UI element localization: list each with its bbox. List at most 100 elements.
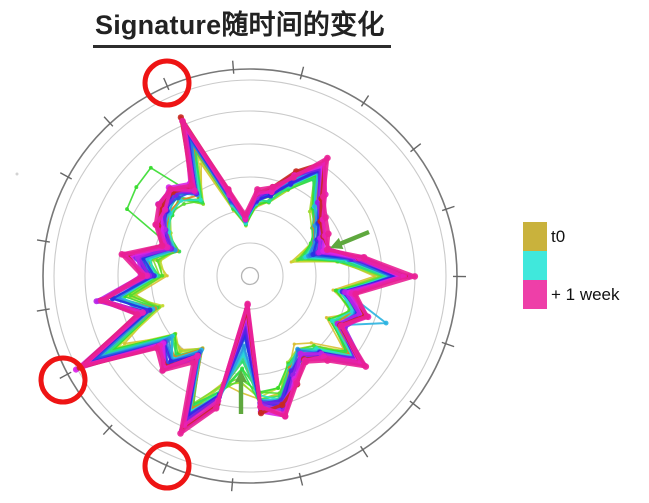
series-marker — [189, 359, 197, 366]
series-marker — [155, 201, 163, 208]
legend-swatch-week — [523, 280, 547, 309]
series-marker — [163, 244, 171, 251]
series-marker — [178, 349, 183, 354]
series-marker — [191, 187, 198, 194]
radar-tick — [36, 239, 50, 243]
series-marker — [161, 206, 169, 213]
radar-center-hole — [240, 266, 260, 286]
radar-tick — [409, 400, 421, 410]
series-marker — [257, 409, 265, 417]
series-marker — [138, 272, 146, 280]
series-marker — [254, 186, 261, 193]
series-marker — [167, 185, 174, 193]
series-marker — [411, 273, 419, 280]
radar-tick — [162, 461, 169, 474]
series-marker — [311, 176, 316, 182]
series-marker — [324, 357, 331, 364]
series-marker — [128, 293, 133, 298]
series-marker — [269, 183, 277, 191]
series-marker — [97, 297, 105, 304]
annotations — [15, 58, 370, 491]
series-marker — [267, 198, 272, 204]
series-marker — [276, 386, 281, 391]
series-marker — [362, 363, 370, 370]
series-marker — [155, 258, 160, 263]
series-marker — [281, 413, 289, 420]
series-marker — [293, 379, 301, 387]
radar-tick — [163, 77, 170, 91]
green-arrow-head — [235, 370, 247, 382]
series-marker — [310, 251, 316, 258]
series-marker — [177, 430, 184, 437]
series-marker — [244, 300, 251, 308]
legend-label-t0: t0 — [551, 226, 566, 246]
series-marker — [290, 174, 297, 181]
stray-dot — [15, 172, 19, 176]
radar-tick — [360, 445, 369, 458]
series-marker — [118, 250, 126, 258]
series-marker — [198, 197, 203, 203]
series-marker — [159, 367, 166, 374]
series-marker — [323, 246, 331, 254]
series-marker — [333, 288, 338, 293]
series-marker — [257, 403, 264, 410]
radar-tick — [298, 472, 304, 486]
series-marker — [165, 274, 169, 278]
series-marker — [297, 350, 304, 357]
series-marker — [309, 341, 313, 345]
series-marker — [324, 154, 331, 162]
legend-row-mid — [523, 251, 620, 280]
radar-tick — [231, 60, 235, 74]
legend: t0 + 1 week — [523, 222, 620, 309]
radar-tick — [102, 424, 113, 436]
series-marker — [307, 209, 312, 214]
radar-series-line — [78, 117, 419, 437]
red-circle-annotation — [38, 355, 88, 405]
series-marker — [158, 242, 166, 249]
series-marker — [143, 272, 151, 279]
series-marker — [139, 309, 147, 316]
series-marker — [187, 182, 195, 189]
legend-swatch-mid — [523, 251, 547, 280]
series-marker — [152, 221, 159, 228]
series-marker — [125, 207, 129, 212]
series-marker — [337, 322, 345, 329]
series-marker — [161, 304, 165, 308]
radar-ticks — [36, 60, 467, 492]
series-marker — [182, 202, 186, 206]
series-marker — [148, 165, 153, 170]
radar-series — [72, 114, 419, 437]
series-marker — [383, 320, 389, 326]
series-marker — [291, 259, 295, 263]
radar-tick — [59, 172, 73, 180]
series-marker — [325, 230, 332, 238]
radar-tick — [230, 478, 234, 492]
series-marker — [241, 211, 249, 219]
series-marker — [160, 273, 165, 278]
series-marker — [288, 180, 294, 186]
series-marker — [194, 352, 201, 360]
legend-label-week: + 1 week — [551, 284, 620, 304]
legend-swatch-t0 — [523, 222, 547, 251]
series-marker — [324, 316, 329, 320]
legend-row-week: + 1 week — [523, 280, 620, 309]
red-circle-annotation — [142, 58, 192, 108]
radar-tick — [299, 66, 305, 80]
radar-tick — [441, 205, 455, 212]
series-marker — [302, 358, 310, 366]
radar-gridline — [53, 79, 447, 473]
series-marker — [279, 401, 286, 409]
series-marker — [292, 342, 296, 346]
series-marker — [153, 344, 161, 352]
series-marker — [163, 274, 167, 278]
legend-row-t0: t0 — [523, 222, 620, 251]
series-marker — [360, 253, 368, 261]
series-marker — [329, 318, 335, 324]
radar-tick — [36, 308, 50, 312]
series-marker — [343, 348, 348, 353]
series-marker — [224, 185, 232, 193]
series-marker — [134, 185, 139, 190]
series-marker — [179, 117, 186, 125]
